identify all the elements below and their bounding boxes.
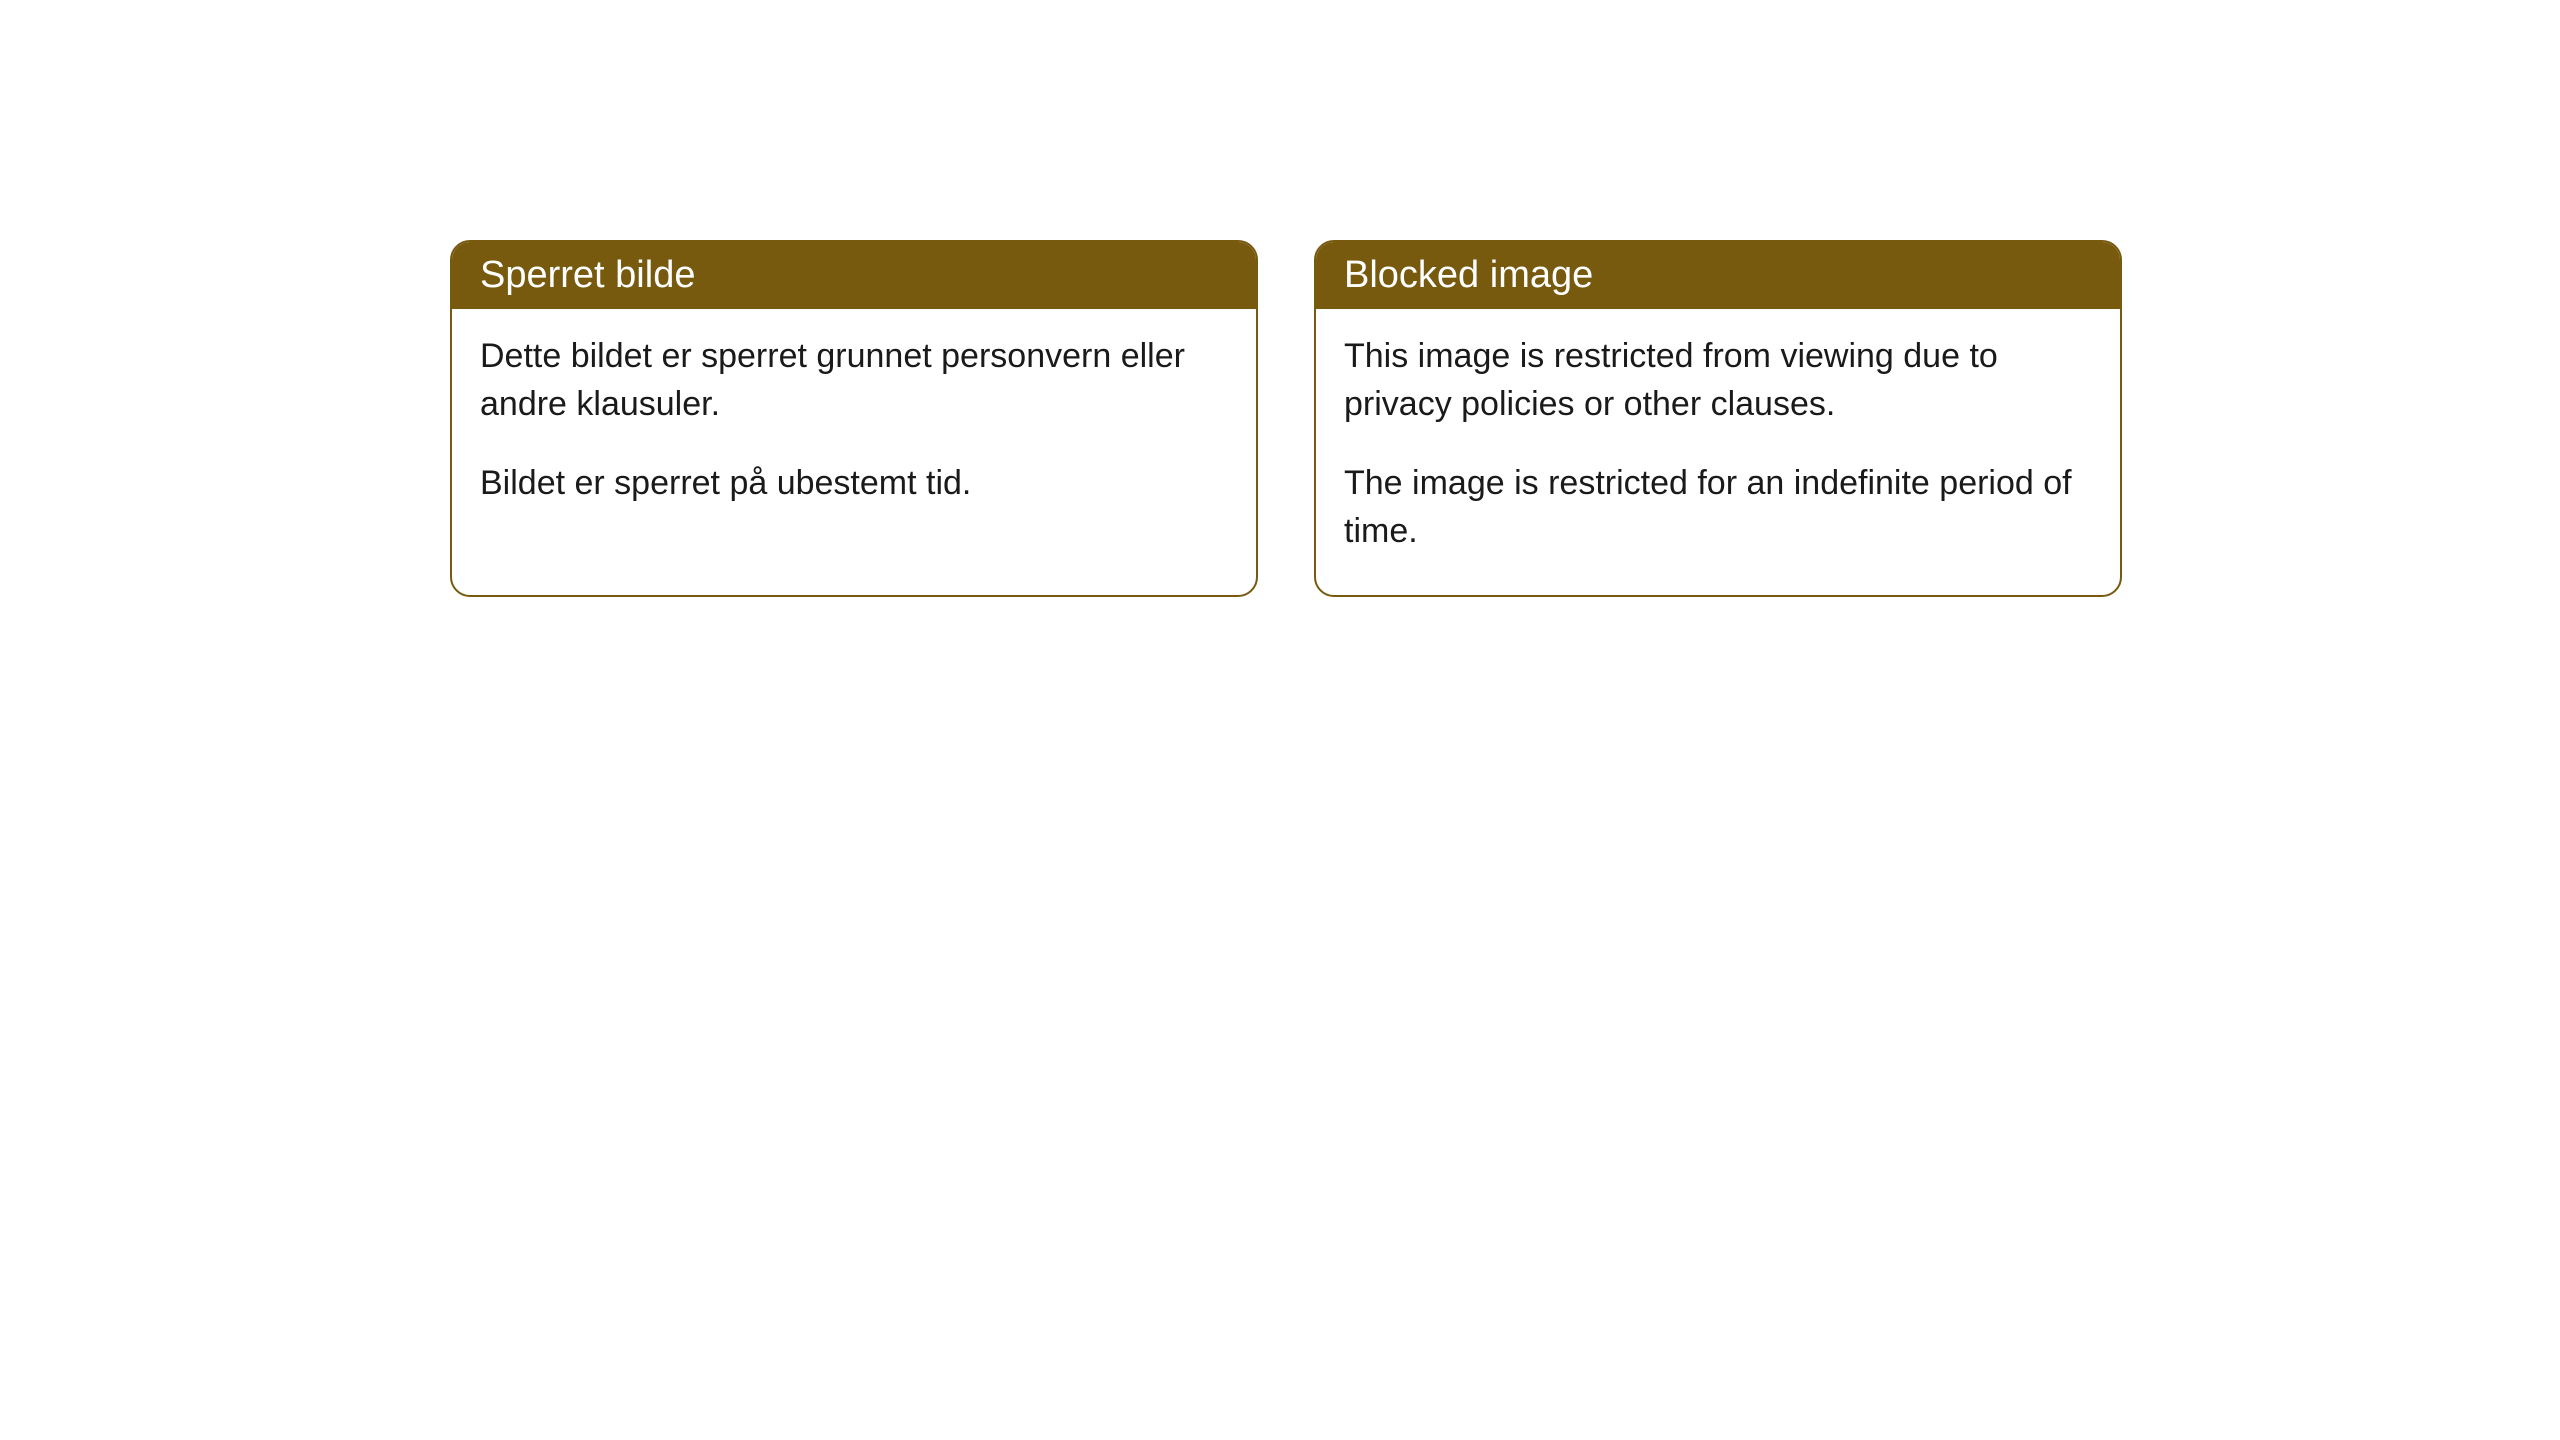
card-header-en: Blocked image <box>1316 242 2120 309</box>
blocked-image-card-no: Sperret bilde Dette bildet er sperret gr… <box>450 240 1258 597</box>
notice-cards-container: Sperret bilde Dette bildet er sperret gr… <box>450 240 2122 597</box>
card-body-no: Dette bildet er sperret grunnet personve… <box>452 309 1256 548</box>
card-text-en-1: This image is restricted from viewing du… <box>1344 333 2092 428</box>
card-text-no-1: Dette bildet er sperret grunnet personve… <box>480 333 1228 428</box>
card-text-en-2: The image is restricted for an indefinit… <box>1344 460 2092 555</box>
card-header-no: Sperret bilde <box>452 242 1256 309</box>
card-text-no-2: Bildet er sperret på ubestemt tid. <box>480 460 1228 508</box>
card-body-en: This image is restricted from viewing du… <box>1316 309 2120 595</box>
blocked-image-card-en: Blocked image This image is restricted f… <box>1314 240 2122 597</box>
